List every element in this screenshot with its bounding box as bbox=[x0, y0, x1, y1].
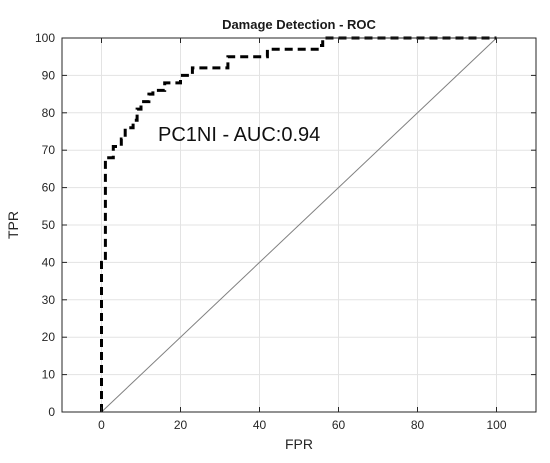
x-tick-label: 40 bbox=[253, 418, 267, 432]
y-tick-label: 30 bbox=[42, 293, 56, 307]
x-tick-label: 60 bbox=[332, 418, 346, 432]
x-tick-label: 80 bbox=[411, 418, 425, 432]
y-tick-label: 10 bbox=[42, 368, 56, 382]
x-tick-label: 0 bbox=[98, 418, 105, 432]
series-layer bbox=[100, 36, 497, 413]
y-tick-label: 80 bbox=[42, 106, 56, 120]
x-tick-label: 100 bbox=[486, 418, 506, 432]
chart-title: Damage Detection - ROC bbox=[222, 17, 376, 32]
y-tick-label: 100 bbox=[35, 31, 55, 45]
y-tick-label: 50 bbox=[42, 218, 56, 232]
x-axis-label: FPR bbox=[285, 436, 313, 452]
chance-diagonal-line bbox=[101, 37, 497, 413]
y-axis-label: TPR bbox=[5, 211, 21, 239]
axis-ticks: 0 20 40 60 80 100 0 10 20 30 40 50 60 70 80 90 100 bbox=[35, 31, 536, 432]
y-tick-label: 20 bbox=[42, 330, 56, 344]
auc-annotation: PC1NI - AUC:0.94 bbox=[158, 124, 320, 146]
y-tick-label: 90 bbox=[42, 68, 56, 82]
y-tick-label: 0 bbox=[48, 405, 55, 419]
y-tick-label: 40 bbox=[42, 255, 56, 269]
y-tick-label: 60 bbox=[42, 181, 56, 195]
x-tick-label: 20 bbox=[174, 418, 188, 432]
roc-curve bbox=[100, 36, 497, 412]
y-tick-label: 70 bbox=[42, 143, 56, 157]
